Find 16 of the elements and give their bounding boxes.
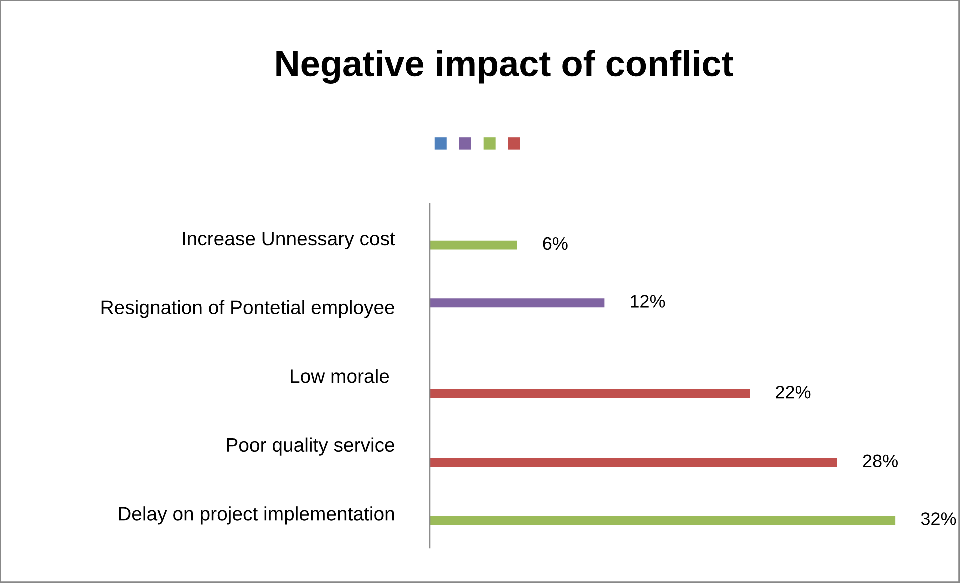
bar (430, 240, 518, 250)
y-tick-label: Low morale (291, 368, 390, 384)
data-label: 22% (776, 386, 811, 399)
data-label: 6% (543, 237, 568, 250)
y-tick-label: Resignation of Pontetial employee (102, 300, 395, 318)
data-label: 12% (631, 295, 666, 308)
bar (430, 298, 605, 308)
bar (430, 516, 896, 525)
y-tick-label: Poor quality service (227, 438, 395, 456)
bar (430, 389, 750, 398)
y-tick-label: Increase Unnessary cost (183, 232, 396, 250)
data-label: 28% (863, 454, 898, 468)
y-tick-label: Delay on project implementation (119, 506, 394, 525)
data-label: 32% (921, 512, 956, 526)
chart-title: Negative impact of conflict (276, 50, 734, 84)
bar (430, 458, 838, 468)
